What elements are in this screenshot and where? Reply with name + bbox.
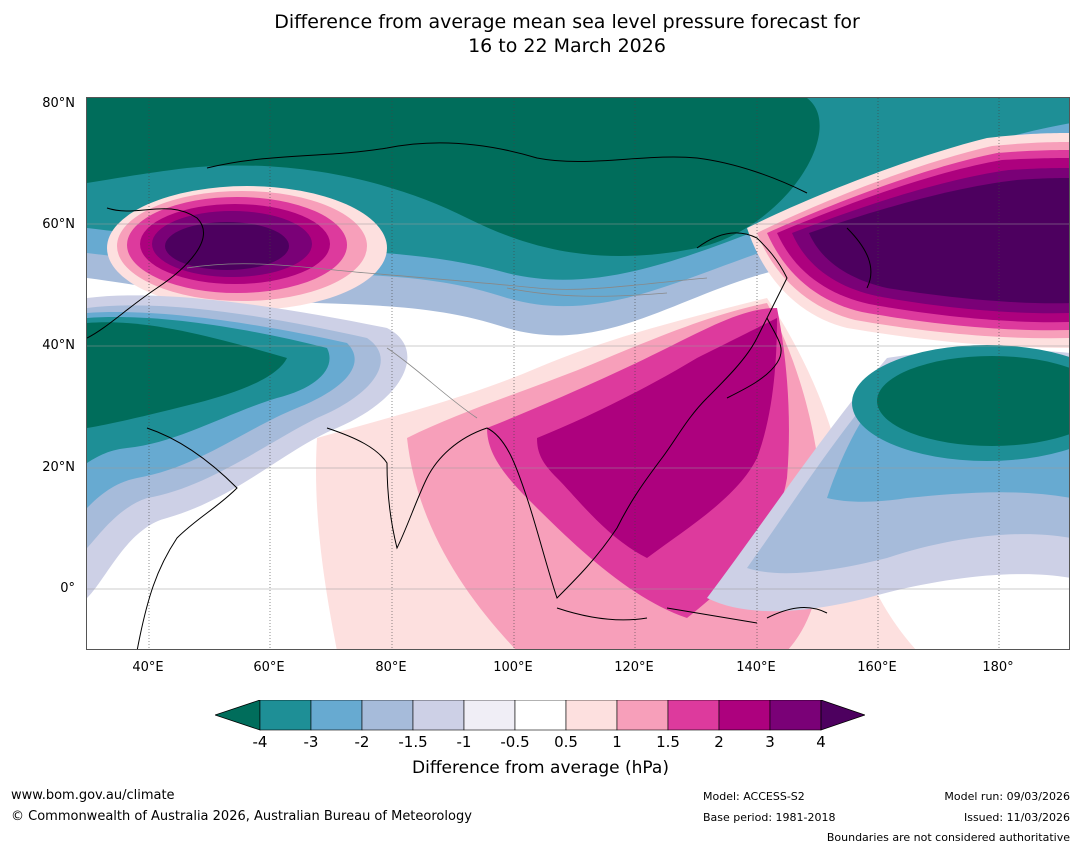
coast-seasia: [486, 397, 708, 599]
lon-label-40e: 40°E: [132, 660, 164, 675]
lon-label-160e: 160°E: [857, 660, 897, 675]
colorbar-tick: -1: [456, 733, 472, 751]
border-china-west: [386, 347, 478, 419]
map-svg: [87, 98, 1069, 649]
lat-label-60n: 60°N: [42, 217, 75, 232]
colorbar-tick: 0.5: [554, 733, 578, 751]
colorbar-swatch-11: [769, 700, 822, 731]
anomaly-west-high-6: [165, 222, 289, 270]
colorbar-swatch-9: [667, 700, 720, 731]
lon-label-120e: 120°E: [614, 660, 654, 675]
colorbar-swatch-8: [616, 700, 669, 731]
colorbar-swatch-10: [718, 700, 771, 731]
footer-copyright: © Commonwealth of Australia 2026, Austra…: [11, 809, 472, 824]
coast-china: [696, 232, 788, 399]
colorbar-swatch-5: [463, 700, 516, 731]
lon-label-60e: 60°E: [253, 660, 285, 675]
footer-base-period: Base period: 1981-2018: [703, 811, 836, 824]
colorbar-low-extend: [215, 700, 261, 731]
map-meridians: [148, 98, 1000, 649]
border-mongolia: [506, 287, 668, 297]
colorbar-tick: -3: [303, 733, 319, 751]
footer-disclaimer: Boundaries are not considered authoritat…: [826, 831, 1070, 844]
coast-png: [766, 607, 828, 619]
colorbar-swatch-6: [514, 700, 567, 731]
colorbar-tick: -1.5: [398, 733, 428, 751]
anomaly-mideast-green: [87, 322, 287, 428]
colorbar-swatch-3: [361, 700, 414, 731]
anomaly-npac-darkest: [809, 178, 1069, 304]
lat-label-0: 0°: [60, 581, 75, 596]
title-line-1: Difference from average mean sea level p…: [274, 11, 860, 33]
colorbar: [215, 700, 865, 731]
coast-arabia: [136, 427, 238, 649]
map-gridlines: [87, 223, 1069, 590]
colorbar-tick: -4: [252, 733, 268, 751]
footer-url[interactable]: www.bom.gov.au/climate: [11, 788, 175, 803]
colorbar-tick: 1.5: [656, 733, 680, 751]
lat-label-80n: 80°N: [42, 96, 75, 111]
colorbar-swatch-2: [310, 700, 363, 731]
coast-indonesia: [556, 607, 758, 624]
pressure-anomaly-map: [86, 97, 1070, 650]
colorbar-swatch-7: [565, 700, 618, 731]
colorbar-swatch-4: [412, 700, 465, 731]
lon-label-80e: 80°E: [375, 660, 407, 675]
lat-label-20n: 20°N: [42, 460, 75, 475]
lon-label-140e: 140°E: [736, 660, 776, 675]
anomaly-tropics-deep: [537, 318, 777, 558]
title-line-2: 16 to 22 March 2026: [468, 35, 666, 57]
country-borders: [186, 263, 708, 419]
lon-label-100e: 100°E: [493, 660, 533, 675]
coast-arctic: [206, 142, 808, 194]
colorbar-tick: -2: [354, 733, 370, 751]
colorbar-swatch-1: [259, 700, 312, 731]
colorbar-title: Difference from average (hPa): [412, 758, 669, 778]
colorbar-tick: 3: [765, 733, 775, 751]
colorbar-tick: 4: [816, 733, 826, 751]
colorbar-tick: 1: [612, 733, 622, 751]
chart-title: Difference from average mean sea level p…: [0, 10, 1081, 58]
footer-model: Model: ACCESS-S2: [703, 790, 805, 803]
coast-europe: [87, 207, 204, 339]
lon-label-180: 180°: [982, 660, 1014, 675]
footer-issued: Issued: 11/03/2026: [963, 811, 1070, 824]
lat-label-40n: 40°N: [42, 338, 75, 353]
anomaly-cpac-green: [877, 356, 1069, 446]
coast-kamchatka: [846, 227, 872, 289]
colorbar-tick: 2: [714, 733, 724, 751]
footer-model-run: Model run: 09/03/2026: [944, 790, 1070, 803]
border-russia-south: [186, 263, 708, 290]
coast-india: [326, 427, 488, 550]
colorbar-tick: -0.5: [500, 733, 530, 751]
colorbar-high-extend: [820, 700, 865, 731]
coast-japan: [726, 317, 782, 399]
coastlines: [87, 142, 872, 649]
